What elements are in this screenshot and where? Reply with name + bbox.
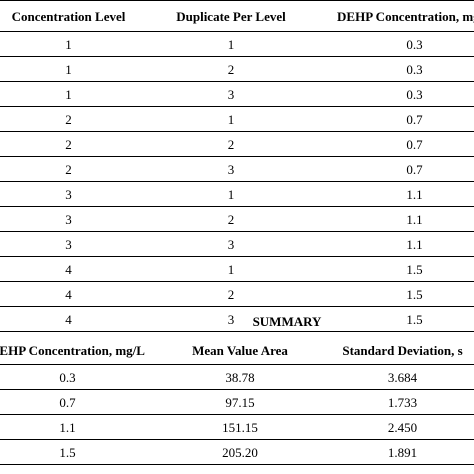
table-row: 2 3 0.7 [0,156,474,182]
table-row: 0.7 97.15 1.733 [0,389,474,415]
table-cell: 3 [0,231,145,257]
table-cell: 0.3 [317,81,474,107]
table-cell: 4 [0,306,145,332]
table-cell: 1 [145,256,317,282]
table-row: 4 2 1.5 [0,281,474,307]
table-cell: 2 [145,131,317,157]
table-cell: 1 [0,81,145,107]
table-row: 0.3 38.78 3.684 [0,364,474,390]
table-cell: 1 [145,31,317,57]
table-row: 4 1 1.5 [0,256,474,282]
table-cell: 0.7 [317,131,474,157]
table-cell: 0.7 [317,156,474,182]
column-header: Standard Deviation, s [315,336,474,365]
table-cell: 3 [145,81,317,107]
table-cell: 1.5 [317,281,474,307]
table-cell: 3 [0,181,145,207]
table-cell: 1.5 [317,256,474,282]
table-cell: 3 [145,306,317,332]
table-cell: 38.78 [165,364,315,390]
table-row: 1 2 0.3 [0,56,474,82]
table-cell: 0.3 [317,31,474,57]
table-cell: 2 [0,131,145,157]
table-cell: 1.5 [317,306,474,332]
table-row: 1 3 0.3 [0,81,474,107]
table-row: 1 1 0.3 [0,31,474,57]
table-cell: 2.450 [315,414,474,440]
table-cell: 205.20 [165,439,315,465]
table-cell: 3.684 [315,364,474,390]
table-row: 1.5 205.20 1.891 [0,439,474,465]
table-cell: 1.733 [315,389,474,415]
table-cell: 2 [0,156,145,182]
column-header: Mean Value Area [165,336,315,365]
table-cell: 151.15 [165,414,315,440]
table-cell: 1 [145,106,317,132]
summary-title: SUMMARY [252,314,322,329]
table-cell: 97.15 [165,389,315,415]
table-cell: 0.3 [317,56,474,82]
table-row: 1.1 151.15 2.450 [0,414,474,440]
table-cell: 2 [145,56,317,82]
column-header: Concentration Level [0,0,145,32]
table-cell: 1.1 [317,206,474,232]
table-cell: 4 [0,256,145,282]
table-cell: 3 [145,156,317,182]
table-cell: 3 [0,206,145,232]
table-row: 2 2 0.7 [0,131,474,157]
table-row: 3 1 1.1 [0,181,474,207]
dehp-duplicates-table: Concentration Level Duplicate Per Level … [0,0,474,332]
column-header: Duplicate Per Level [145,0,317,32]
table-cell: 0.7 [0,389,165,415]
table-row: 2 1 0.7 [0,106,474,132]
table-header-row: Concentration Level Duplicate Per Level … [0,0,474,32]
table-cell: 3 [145,231,317,257]
table-cell: 0.3 [0,364,165,390]
table-cell: 1.1 [317,231,474,257]
table-cell: 0.7 [317,106,474,132]
table-cell: 2 [145,281,317,307]
table-cell: 4 [0,281,145,307]
column-header: DEHP Concentration, mg/L [317,0,474,32]
table-row: 3 3 1.1 [0,231,474,257]
table-cell: 1.1 [317,181,474,207]
table-cell: 1 [0,56,145,82]
table-cell: 1 [145,181,317,207]
table-row: 4 3 1.5 [0,306,474,332]
table-cell: 1.891 [315,439,474,465]
table-cell: 1.1 [0,414,165,440]
table-cell: 2 [0,106,145,132]
table-cell: 2 [145,206,317,232]
table-header-row: DEHP Concentration, mg/L Mean Value Area… [0,336,474,365]
column-header: DEHP Concentration, mg/L [0,336,165,365]
table-cell: 1.5 [0,439,165,465]
table-row: 3 2 1.1 [0,206,474,232]
table-cell: 1 [0,31,145,57]
summary-table: DEHP Concentration, mg/L Mean Value Area… [0,336,474,465]
